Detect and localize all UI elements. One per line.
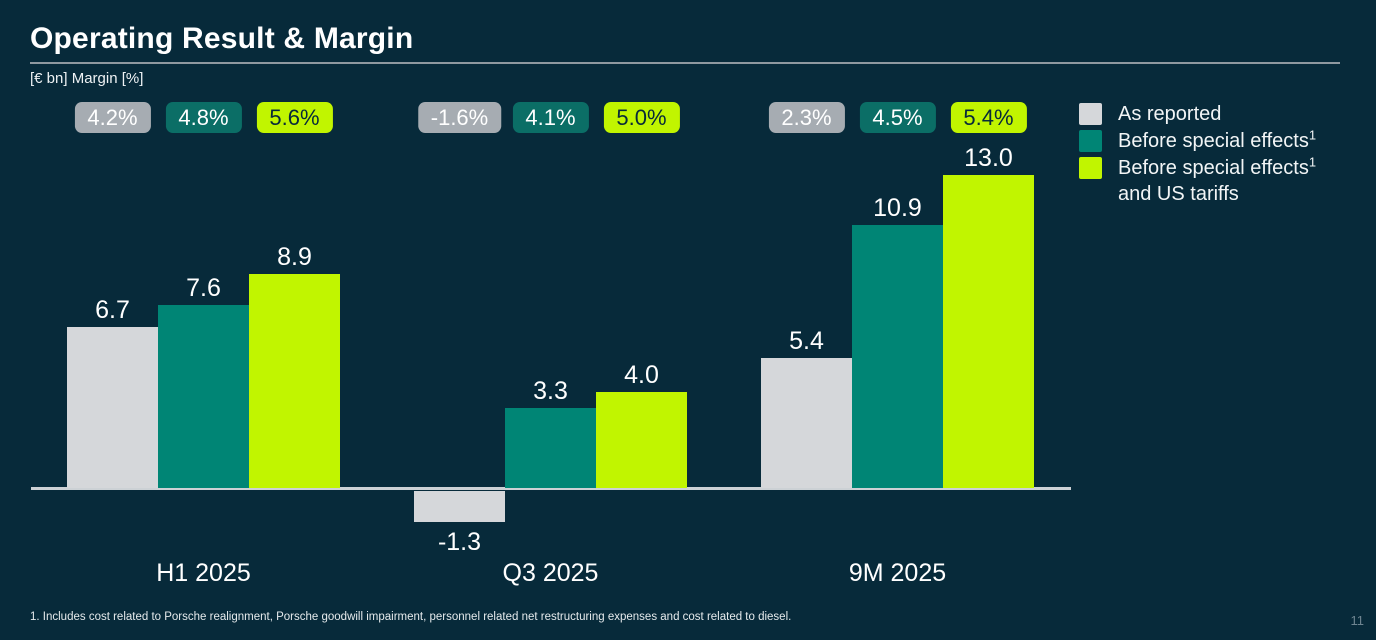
margin-badge: 5.6% [256,102,333,133]
bar [505,408,596,488]
bar [943,174,1034,488]
bar-value-label: 5.4 [789,326,824,355]
legend: As reported Before special effects1 Befo… [1079,101,1316,207]
bar-value-label: 10.9 [873,194,922,223]
bar [596,391,687,488]
category-label: 9M 2025 [848,559,947,587]
margin-badge: 4.5% [859,102,936,133]
legend-label: Before special effects1 and US tariffs [1118,155,1316,207]
legend-label: Before special effects1 [1118,128,1316,154]
bar-value-label: 6.7 [95,295,130,324]
bar [67,326,158,488]
page-number: 11 [1350,613,1365,628]
margin-badge: -1.6% [417,102,502,133]
legend-label-line2: and US tariffs [1118,183,1239,205]
category-label: Q3 2025 [502,559,599,587]
bar [414,490,505,522]
margin-badge: 4.1% [512,102,589,133]
legend-item-as-reported: As reported [1079,101,1316,127]
legend-item-before-special-effects: Before special effects1 [1079,128,1316,154]
bar-value-label: -1.3 [437,527,482,556]
footnote-marker: 1 [1308,127,1317,143]
legend-item-before-special-effects-us-tariffs: Before special effects1 and US tariffs [1079,155,1316,207]
bar-value-label: 8.9 [277,242,312,271]
bar-value-label: 7.6 [186,273,221,302]
bar-value-label: 4.0 [624,360,659,389]
page-title: Operating Result & Margin [30,22,414,55]
legend-swatch-gray [1079,103,1102,125]
margin-badge: 2.3% [768,102,845,133]
footnote-marker: 1 [1308,154,1317,170]
bar [249,273,340,488]
legend-label-text: Before special effects [1118,130,1309,152]
x-axis-baseline [31,487,1071,490]
margin-badge: 5.4% [950,102,1027,133]
legend-label: As reported [1118,101,1221,127]
legend-swatch-teal [1079,130,1102,152]
bar [761,357,852,488]
legend-label-text: As reported [1118,103,1222,125]
margin-badge: 5.0% [603,102,680,133]
axis-units-label: [€ bn] Margin [%] [30,70,144,87]
bar [852,225,943,488]
bar [158,304,249,488]
bar-value-label: 3.3 [533,377,568,406]
category-label: H1 2025 [156,559,251,587]
legend-swatch-lime [1079,157,1102,179]
title-underline [30,62,1340,64]
footnote: 1. Includes cost related to Porsche real… [30,611,792,623]
margin-badge: 4.8% [165,102,242,133]
bar-value-label: 13.0 [964,143,1013,172]
legend-label-text: Before special effects [1118,157,1309,179]
margin-badge: 4.2% [74,102,151,133]
